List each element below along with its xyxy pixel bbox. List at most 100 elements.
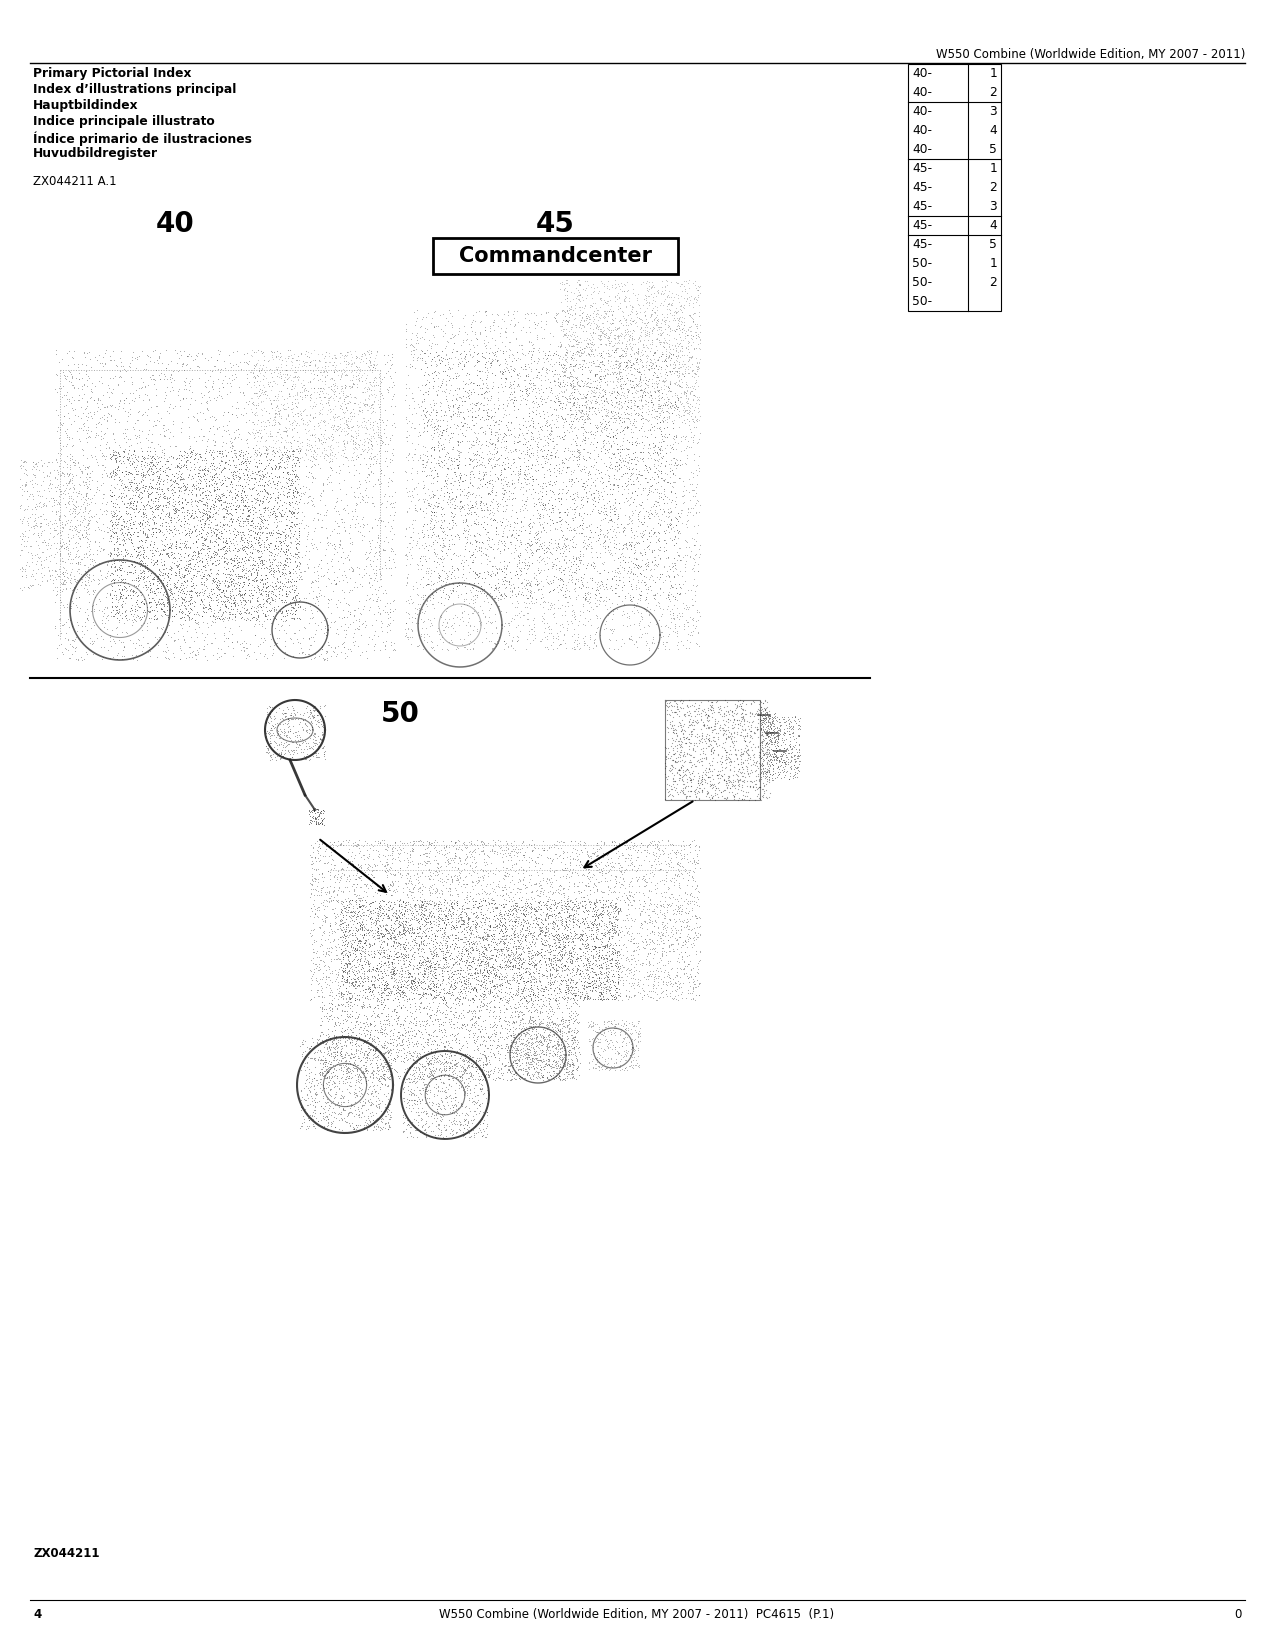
Point [521, 987, 542, 1013]
Point [590, 467, 611, 493]
Point [370, 1038, 390, 1064]
Point [117, 620, 138, 647]
Point [277, 512, 297, 538]
Point [465, 1054, 486, 1081]
Point [518, 899, 538, 926]
Point [314, 620, 334, 647]
Point [171, 599, 191, 625]
Point [604, 454, 625, 480]
Point [231, 549, 251, 576]
Point [710, 713, 731, 739]
Point [639, 551, 659, 578]
Point [476, 299, 496, 325]
Point [326, 1030, 347, 1056]
Point [516, 846, 537, 873]
Point [601, 597, 621, 624]
Point [348, 1104, 368, 1130]
Point [683, 365, 704, 391]
Point [403, 515, 423, 541]
Point [122, 495, 143, 521]
Point [357, 464, 377, 490]
Point [627, 530, 648, 556]
Point [414, 1091, 435, 1117]
Point [139, 348, 159, 375]
Point [75, 454, 96, 480]
Point [448, 903, 468, 929]
Point [589, 540, 609, 566]
Point [333, 828, 353, 855]
Point [467, 917, 487, 944]
Point [379, 528, 399, 554]
Point [497, 492, 518, 518]
Point [398, 624, 418, 650]
Point [144, 508, 164, 535]
Point [315, 746, 335, 772]
Point [305, 804, 325, 830]
Point [201, 551, 222, 578]
Point [548, 404, 569, 431]
Point [482, 346, 502, 373]
Point [426, 962, 446, 988]
Point [204, 625, 224, 652]
Point [754, 701, 774, 728]
Point [349, 891, 370, 917]
Point [280, 516, 301, 543]
Point [57, 490, 78, 516]
Point [115, 536, 135, 563]
Point [96, 604, 116, 630]
Point [523, 1066, 543, 1092]
Point [580, 500, 601, 526]
Point [375, 578, 395, 604]
Point [499, 454, 519, 480]
Point [60, 460, 80, 487]
Point [565, 629, 585, 655]
Point [705, 776, 725, 802]
Point [69, 381, 89, 408]
Point [398, 442, 418, 469]
Point [676, 384, 696, 411]
Point [521, 531, 542, 558]
Point [221, 586, 241, 612]
Point [641, 917, 662, 944]
Point [134, 586, 154, 612]
Point [604, 394, 625, 421]
Point [536, 1033, 556, 1059]
Point [599, 325, 620, 351]
Point [74, 516, 94, 543]
Point [459, 1076, 479, 1102]
Point [459, 342, 479, 368]
Point [603, 940, 623, 967]
Point [490, 835, 510, 861]
Point [382, 987, 403, 1013]
Point [342, 1056, 362, 1082]
Point [566, 974, 586, 1000]
Point [75, 541, 96, 568]
Point [112, 516, 133, 543]
Point [312, 1046, 333, 1072]
Point [626, 393, 646, 419]
Point [347, 632, 367, 658]
Point [337, 412, 357, 439]
Point [385, 1046, 405, 1072]
Point [618, 544, 639, 571]
Point [65, 521, 85, 548]
Point [403, 899, 423, 926]
Point [403, 874, 423, 901]
Point [252, 546, 273, 573]
Point [608, 353, 629, 380]
Point [701, 785, 722, 812]
Point [676, 607, 696, 634]
Point [523, 978, 543, 1005]
Point [419, 909, 440, 936]
Point [551, 967, 571, 993]
Point [196, 394, 217, 421]
Point [261, 455, 282, 482]
Point [454, 1072, 474, 1099]
Point [340, 914, 361, 940]
Point [594, 592, 615, 619]
Point [295, 746, 315, 772]
Point [444, 945, 464, 972]
Point [516, 874, 537, 901]
Point [612, 602, 632, 629]
Point [236, 457, 256, 483]
